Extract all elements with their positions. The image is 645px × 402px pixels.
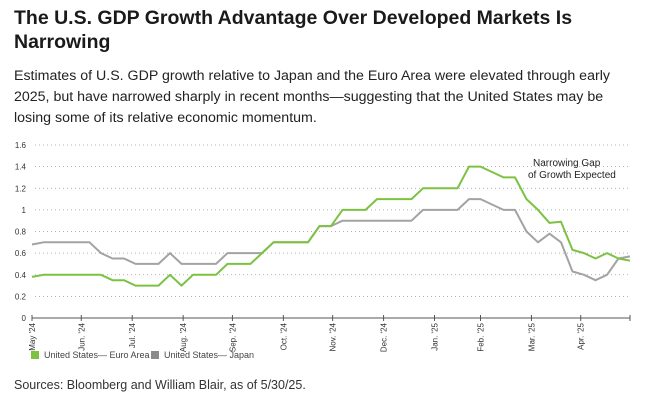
x-tick-label: Jan. '25: [431, 322, 440, 350]
legend-item-japan: United States— Japan: [151, 350, 254, 360]
y-tick-label: 0.8: [15, 228, 27, 237]
x-tick-label: Aug. '24: [179, 322, 188, 352]
y-tick-label: 0.6: [15, 249, 27, 258]
y-tick-label: 0.4: [15, 271, 27, 280]
annotation-line-2: of Growth Expected: [528, 170, 616, 181]
legend-swatch-japan: [151, 351, 159, 359]
x-tick-label: May '24: [28, 322, 37, 350]
y-tick-label: 1: [22, 206, 27, 215]
x-tick-label: Oct. '24: [279, 322, 288, 350]
annotation-line-1: Narrowing Gap: [533, 158, 601, 169]
series-line-euro-area: [31, 165, 631, 287]
y-tick-label: 1.6: [15, 141, 27, 150]
x-tick-label: Apr. '25: [577, 322, 586, 349]
y-tick-label: 0.2: [15, 292, 27, 301]
chart-title: The U.S. GDP Growth Advantage Over Devel…: [14, 7, 573, 53]
source-note: Sources: Bloomberg and William Blair, as…: [14, 378, 306, 392]
legend-label-japan: United States— Japan: [164, 350, 255, 360]
y-tick-label: 0: [22, 314, 27, 323]
legend-label-euro-area: United States— Euro Area: [44, 350, 150, 360]
x-tick-label: Jul. '24: [128, 322, 137, 348]
chart-subtitle: Estimates of U.S. GDP growth relative to…: [14, 68, 610, 126]
legend-item-euro-area: United States— Euro Area: [31, 350, 150, 360]
x-tick-label: Nov. '24: [329, 322, 338, 351]
x-tick-label: Mar. '25: [527, 322, 536, 351]
y-tick-label: 1.4: [15, 163, 27, 172]
y-tick-label: 1.2: [15, 184, 27, 193]
x-tick-label: Feb. '25: [477, 322, 486, 351]
x-tick-label: Sep. '24: [228, 322, 237, 352]
x-tick-label: Jun. '24: [77, 322, 86, 350]
legend-swatch-euro-area: [31, 351, 39, 359]
x-tick-label: Dec. '24: [380, 322, 389, 352]
